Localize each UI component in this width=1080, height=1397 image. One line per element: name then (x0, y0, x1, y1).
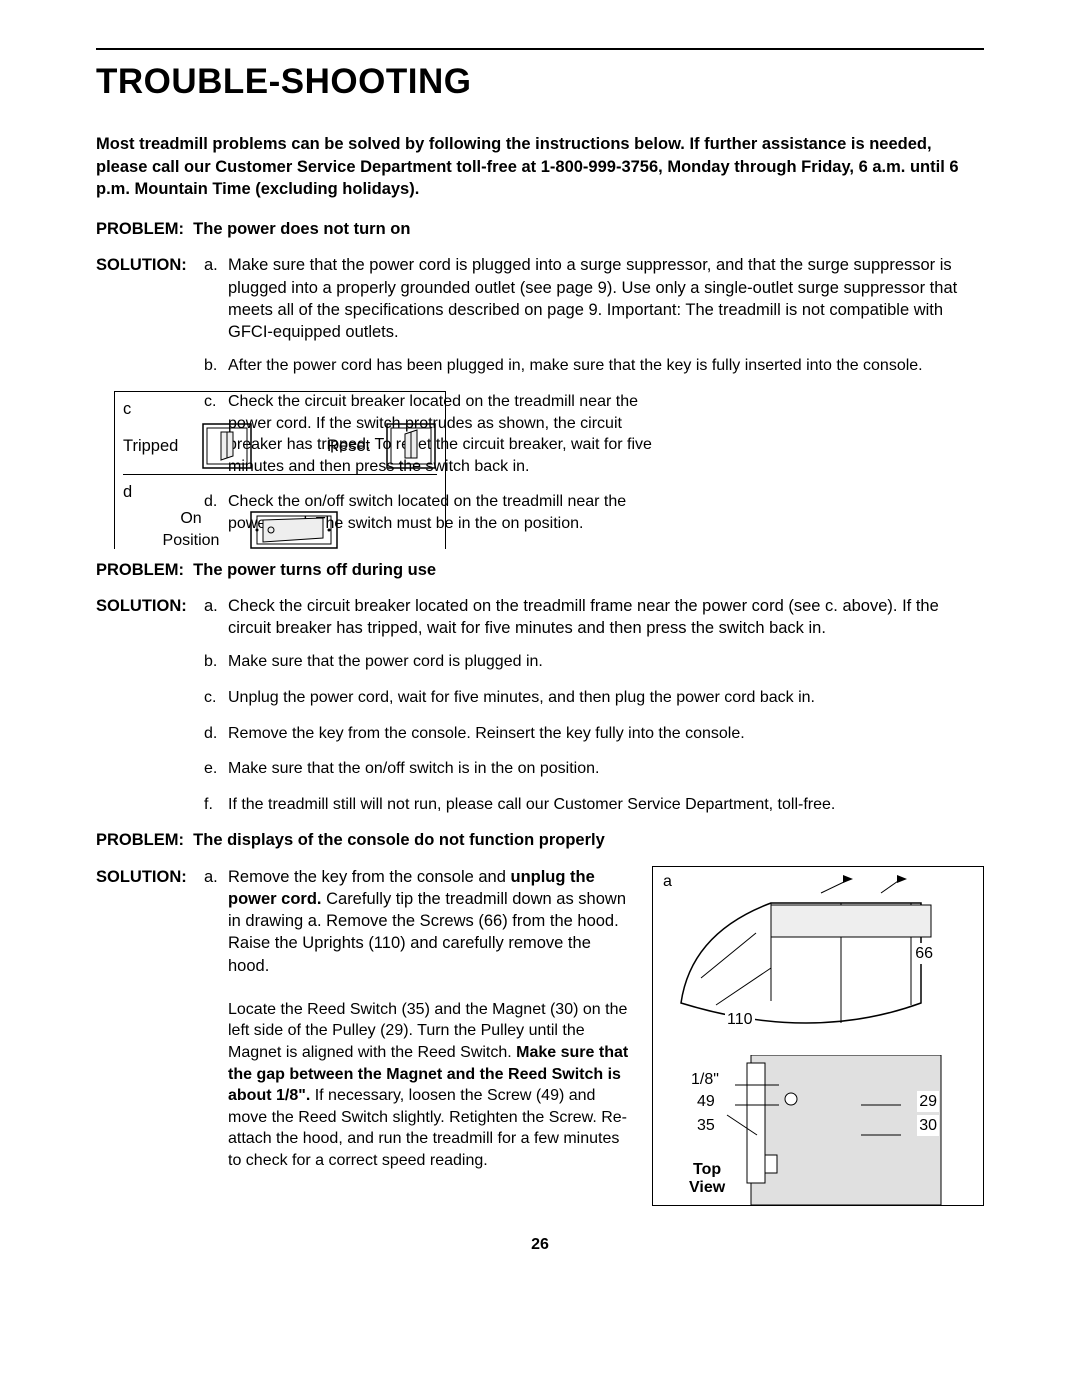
cd-with-figure: c Tripped Reset (96, 391, 984, 549)
reset-label: Reset (327, 435, 377, 457)
p3-with-figure: a 66 110 1/8" 49 (96, 866, 984, 1214)
on-label: On (143, 508, 239, 530)
solution-1a-text: Make sure that the power cord is plugged… (228, 254, 984, 343)
solution-3a-text: Remove the key from the console and unpl… (228, 866, 634, 977)
problem-2-text: The power turns off during use (193, 561, 436, 579)
tripped-switch-icon (201, 422, 253, 470)
fig-divider (123, 474, 437, 481)
solution-2b-row: b. Make sure that the power cord is plug… (204, 651, 984, 673)
item-letter-2a: a. (204, 595, 228, 617)
solution-2b-text: Make sure that the power cord is plugged… (228, 651, 984, 673)
label-view: View (687, 1177, 727, 1199)
label-49: 49 (695, 1091, 717, 1113)
problem-2-label: PROBLEM: The power turns off during use (96, 559, 984, 581)
item-letter-2b: b. (204, 651, 228, 673)
problem-3-label: PROBLEM: The displays of the console do … (96, 829, 984, 851)
item-letter-2f: f. (204, 794, 228, 816)
label-29: 29 (917, 1091, 939, 1113)
item-letter-2c: c. (204, 687, 228, 709)
solution-2d-row: d. Remove the key from the console. Rein… (204, 723, 984, 745)
fig-row-c: Tripped Reset (123, 422, 437, 470)
solution-2c-text: Unplug the power cord, wait for five min… (228, 687, 984, 709)
item-letter-2e: e. (204, 758, 228, 780)
label-30: 30 (917, 1115, 939, 1137)
problem-prefix-3: PROBLEM: (96, 831, 184, 849)
solution-3a2-text: Locate the Reed Switch (35) and the Magn… (228, 999, 634, 1172)
solution-2a-text: Check the circuit breaker located on the… (228, 595, 984, 640)
top-rule (96, 48, 984, 50)
item-letter-3a: a. (204, 866, 228, 888)
solution-2a-row: SOLUTION: a. Check the circuit breaker l… (96, 595, 984, 640)
reset-switch-icon (385, 422, 437, 470)
label-gap: 1/8" (689, 1069, 721, 1091)
solution-2e-text: Make sure that the on/off switch is in t… (228, 758, 984, 780)
solution-prefix-2: SOLUTION: (96, 595, 204, 617)
item-letter-b: b. (204, 355, 228, 377)
solution-2f-text: If the treadmill still will not run, ple… (228, 794, 984, 816)
solution-2d-text: Remove the key from the console. Reinser… (228, 723, 984, 745)
label-66: 66 (913, 943, 935, 965)
solution-2c-row: c. Unplug the power cord, wait for five … (204, 687, 984, 709)
fig-d-label: d (123, 481, 437, 503)
solution-1a-row: SOLUTION: a. Make sure that the power co… (96, 254, 984, 343)
figure-circuit-breaker: c Tripped Reset (114, 391, 446, 549)
label-110: 110 (725, 1009, 755, 1031)
solution-prefix: SOLUTION: (96, 254, 204, 276)
item-letter-2d: d. (204, 723, 228, 745)
figure-treadmill-diagram: a 66 110 1/8" 49 (652, 866, 984, 1206)
rocker-switch-icon (249, 506, 339, 549)
page-number: 26 (96, 1234, 984, 1256)
fig-a-label: a (661, 871, 674, 893)
page-title: TROUBLE-SHOOTING (96, 58, 984, 105)
problem-3-text: The displays of the console do not funct… (193, 831, 605, 849)
solution-1b-row: b. After the power cord has been plugged… (204, 355, 984, 377)
solution-3a2-row: Locate the Reed Switch (35) and the Magn… (204, 999, 634, 1172)
position-label: Position (143, 530, 239, 549)
solution-1b-text: After the power cord has been plugged in… (228, 355, 984, 377)
problem-1-label: PROBLEM: The power does not turn on (96, 218, 984, 240)
p3a-lead: Remove the key from the console and (228, 868, 510, 886)
solution-prefix-3: SOLUTION: (96, 866, 204, 888)
fig-row-d: On Position (123, 506, 437, 549)
solution-2f-row: f. If the treadmill still will not run, … (204, 794, 984, 816)
problem-prefix-2: PROBLEM: (96, 561, 184, 579)
fig-c-label: c (123, 398, 437, 420)
solution-2e-row: e. Make sure that the on/off switch is i… (204, 758, 984, 780)
problem-prefix: PROBLEM: (96, 220, 184, 238)
item-letter-a: a. (204, 254, 228, 276)
problem-1-text: The power does not turn on (193, 220, 410, 238)
intro-paragraph: Most treadmill problems can be solved by… (96, 133, 984, 200)
tripped-label: Tripped (123, 435, 193, 457)
solution-3a-row: SOLUTION: a. Remove the key from the con… (96, 866, 634, 977)
label-35: 35 (695, 1115, 717, 1137)
